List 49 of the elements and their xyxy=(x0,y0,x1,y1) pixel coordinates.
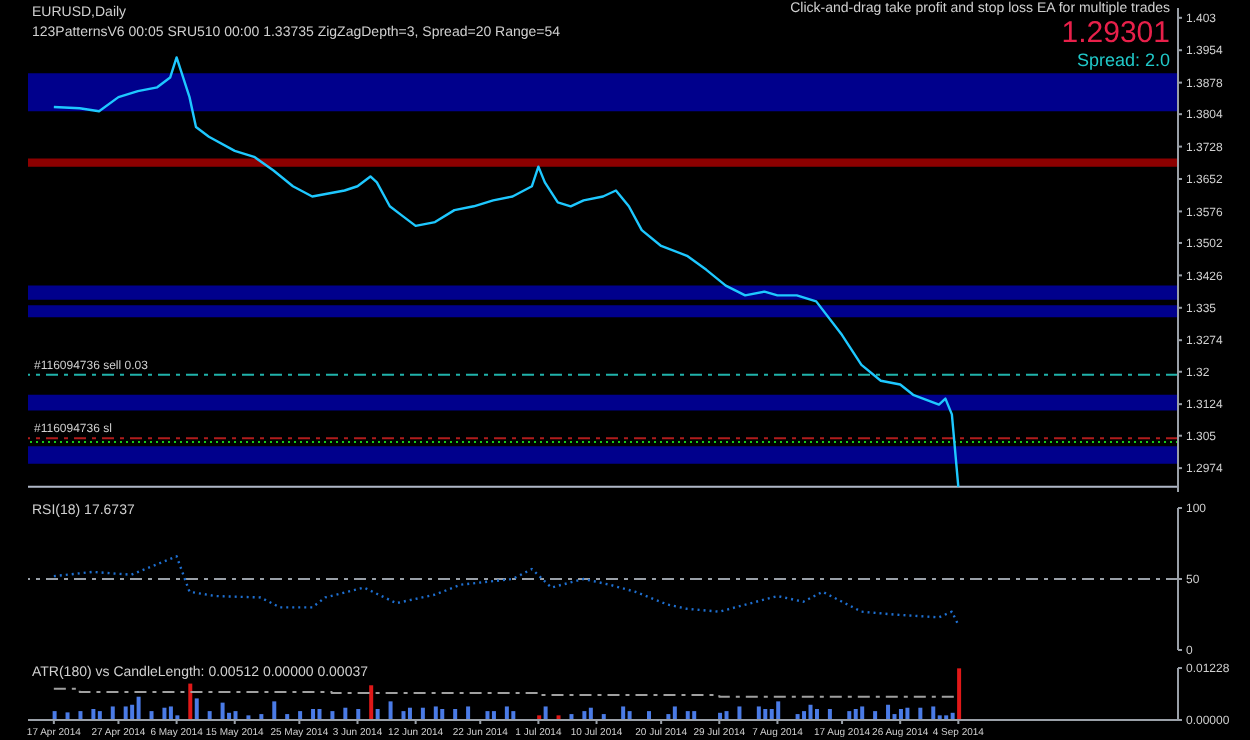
bar xyxy=(110,706,115,720)
bar xyxy=(453,708,458,720)
bar xyxy=(621,706,626,720)
bar xyxy=(776,701,781,720)
line-series xyxy=(52,555,960,627)
bar xyxy=(827,708,832,720)
annotation: 1.29301 xyxy=(1059,16,1170,50)
bar xyxy=(311,708,316,720)
bar xyxy=(194,698,199,720)
bar xyxy=(272,701,277,720)
bar xyxy=(407,707,412,720)
bar xyxy=(136,696,141,720)
bar xyxy=(91,708,96,720)
bar xyxy=(957,668,962,720)
bar xyxy=(769,708,774,720)
bar xyxy=(369,685,374,720)
bar xyxy=(504,706,509,720)
bar xyxy=(356,708,361,720)
bar xyxy=(737,706,742,720)
bar xyxy=(343,707,348,720)
bar xyxy=(808,704,813,720)
bar xyxy=(853,708,858,720)
bar xyxy=(65,712,70,720)
bar xyxy=(317,708,322,720)
bar xyxy=(931,706,936,720)
bar xyxy=(420,707,425,720)
bar xyxy=(466,706,471,720)
bar xyxy=(123,706,128,720)
bar xyxy=(433,706,438,720)
bar xyxy=(898,708,903,720)
bar xyxy=(543,706,548,720)
bar xyxy=(588,707,593,720)
bar xyxy=(440,708,445,720)
bar xyxy=(220,702,225,720)
bar xyxy=(188,683,193,720)
bar xyxy=(388,701,393,720)
bar xyxy=(918,707,923,720)
bar xyxy=(672,706,677,720)
bar xyxy=(763,708,768,720)
bar xyxy=(886,704,891,720)
bar xyxy=(905,707,910,720)
annotation: Spread: 2.0 xyxy=(1074,50,1170,70)
bar xyxy=(168,706,173,720)
bar xyxy=(756,706,761,720)
bar xyxy=(162,707,167,720)
bar xyxy=(814,708,819,720)
bar xyxy=(860,706,865,720)
bar xyxy=(375,708,380,720)
bar xyxy=(130,704,135,720)
